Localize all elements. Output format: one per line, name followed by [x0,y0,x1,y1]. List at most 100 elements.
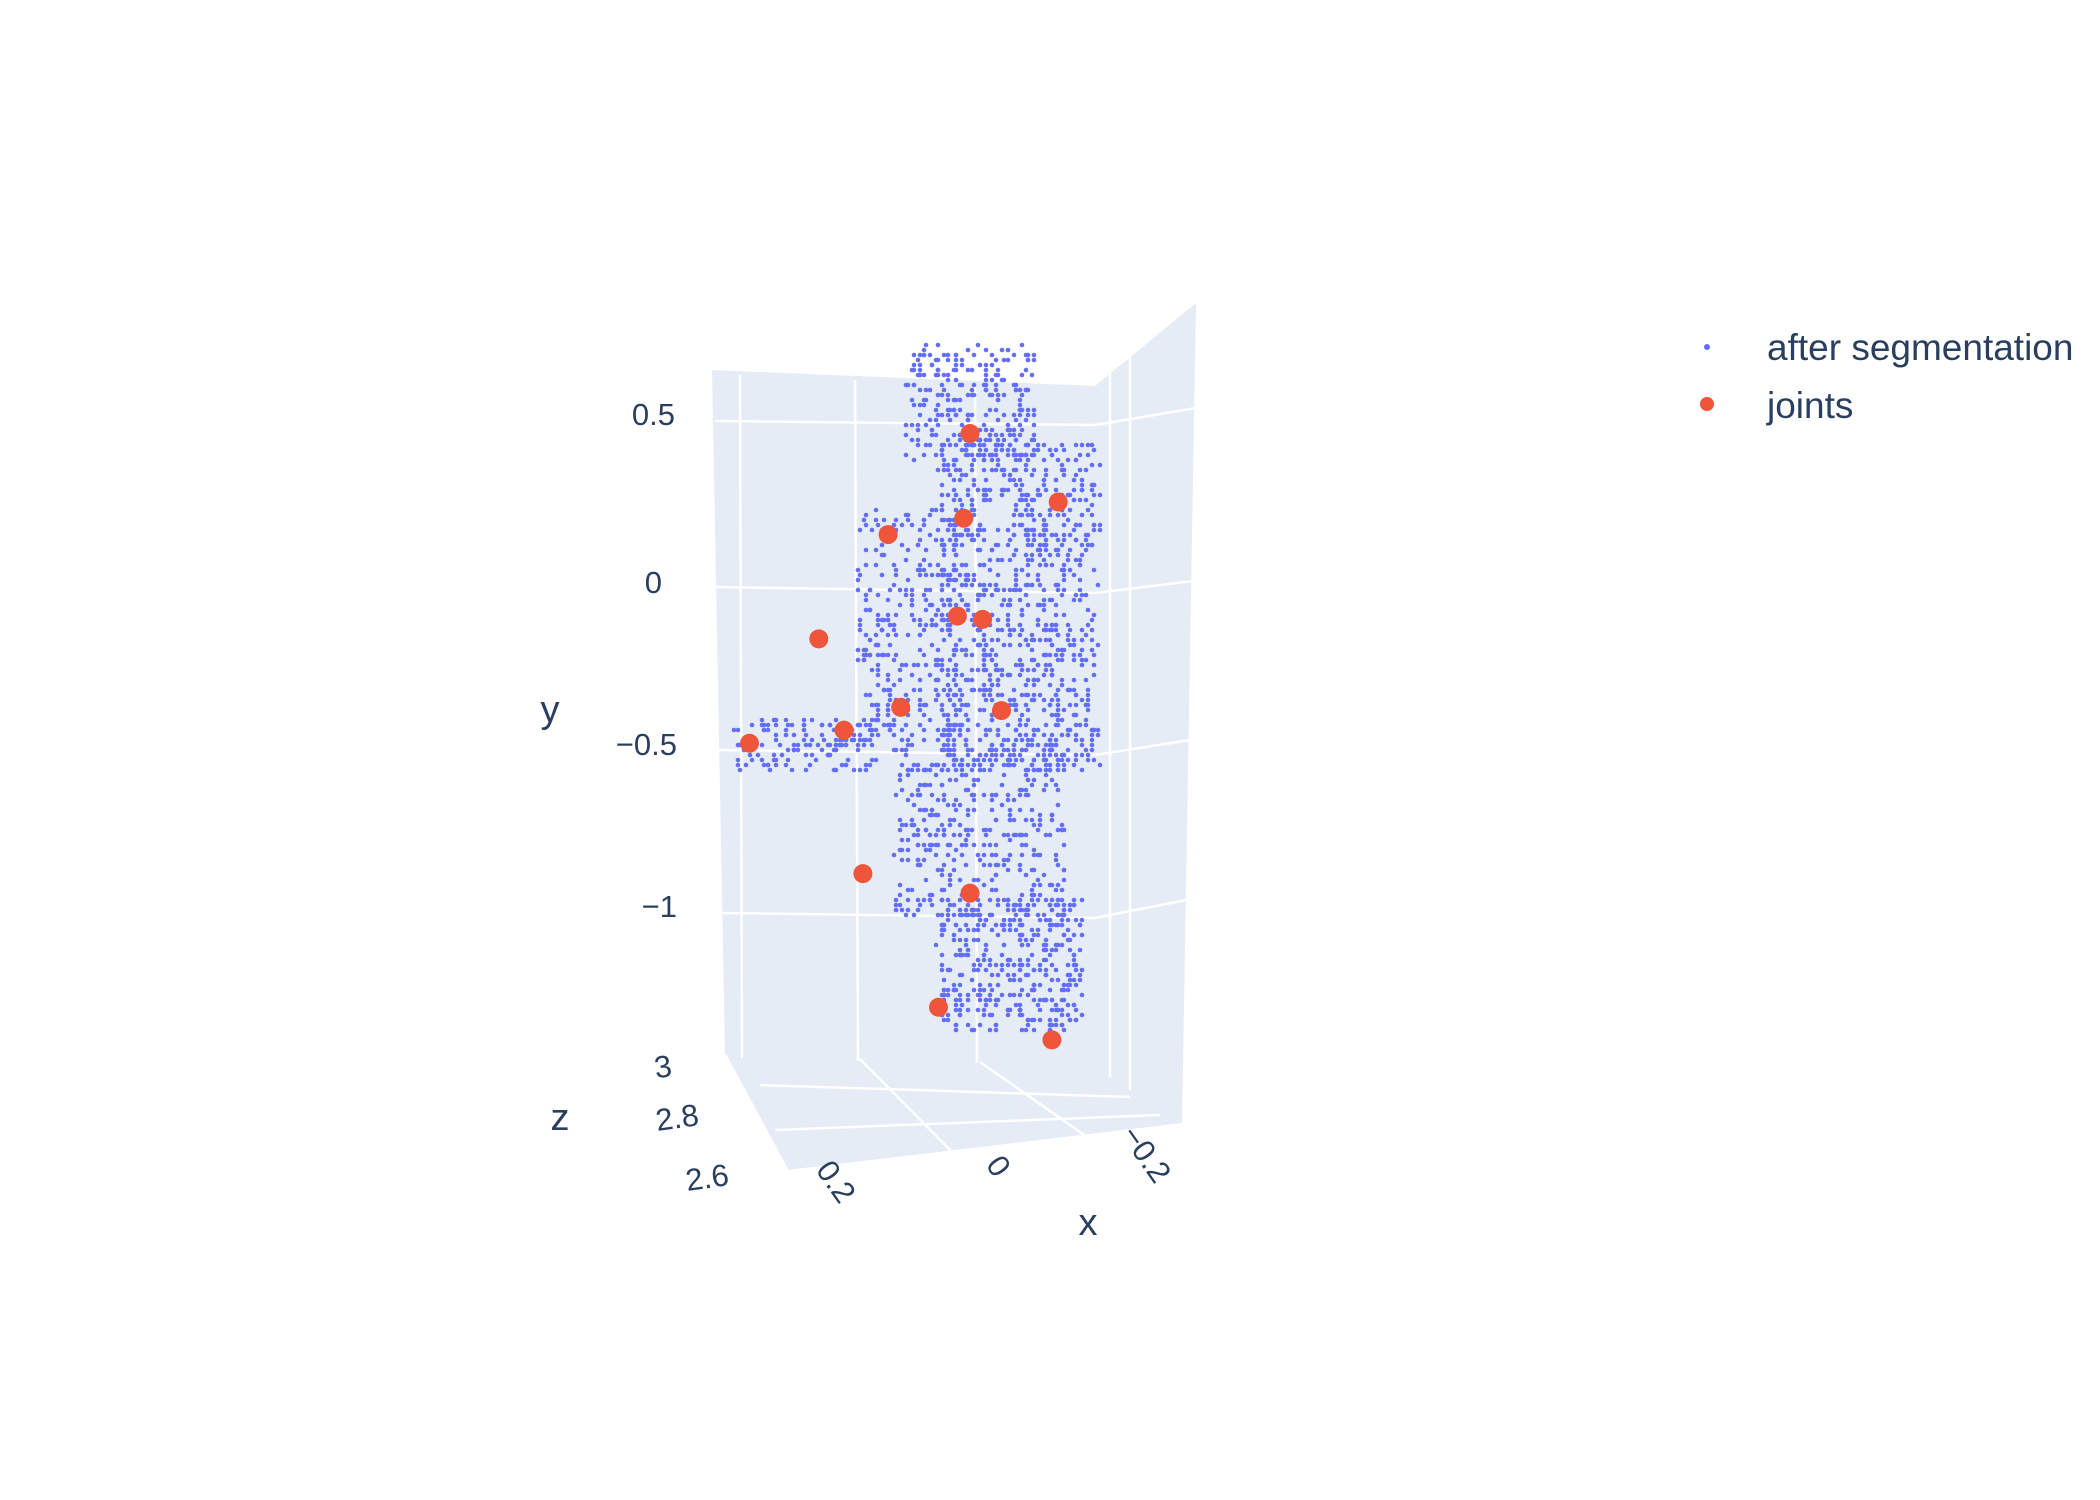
cloud-point [1053,622,1059,628]
cloud-point [1011,432,1017,438]
joint-point[interactable] [740,733,759,753]
cloud-point [953,847,959,853]
cloud-point [1037,637,1043,643]
cloud-point [951,562,957,568]
y-tick-label: 0.5 [632,397,675,432]
joint-point[interactable] [809,629,829,649]
cloud-point [987,747,993,753]
joint-point[interactable] [992,701,1011,721]
cloud-point [1007,432,1013,438]
cloud-point [935,762,941,768]
cloud-point [939,952,945,958]
cloud-point [891,622,897,628]
cloud-point [1041,557,1047,563]
legend[interactable]: after segmentation joints [1700,327,2073,426]
cloud-point [1065,987,1071,993]
legend-item-joints[interactable]: joints [1700,385,1853,426]
cloud-point [1043,767,1049,773]
cloud-point [903,587,909,593]
cloud-point [915,437,921,443]
cloud-point [1077,452,1083,458]
cloud-point [939,507,945,513]
cloud-point [935,357,941,363]
cloud-point [911,662,917,668]
cloud-point [1061,867,1067,873]
cloud-point [903,452,909,458]
joint-point[interactable] [954,508,974,528]
joint-point[interactable] [891,697,911,717]
cloud-point [947,872,953,878]
joint-point[interactable] [878,525,898,545]
cloud-point [951,742,957,748]
cloud-point [1059,1022,1065,1028]
cloud-point [1079,552,1085,558]
cloud-point [981,632,987,638]
x-tick-label: 0 [979,1149,1018,1183]
joint-point[interactable] [973,609,993,629]
cloud-point [953,1022,959,1028]
cloud-point [773,722,779,728]
cloud-point [1071,957,1077,963]
legend-item-after-segmentation[interactable]: after segmentation [1704,327,2073,368]
cloud-point [1025,942,1031,948]
joint-point[interactable] [960,883,980,903]
cloud-point [1029,807,1035,813]
cloud-point [959,722,965,728]
cloud-point [993,372,999,378]
cloud-point [935,392,941,398]
cloud-point [1025,412,1031,418]
cloud-point [945,852,951,858]
joint-point[interactable] [947,606,967,626]
cloud-point [1071,487,1077,493]
y-tick-label: 0 [645,565,662,600]
cloud-point [957,992,963,998]
cloud-point [965,572,971,578]
gridline [1094,579,1194,595]
cloud-point [773,732,779,738]
cloud-point [1019,987,1025,993]
cloud-point [935,692,941,698]
cloud-point [1091,612,1097,618]
cloud-point [1011,762,1017,768]
joint-point[interactable] [960,424,980,444]
cloud-point [1037,542,1043,548]
cloud-point [1067,907,1073,913]
cloud-point [747,752,753,758]
cloud-point [915,427,921,433]
joint-point[interactable] [834,720,854,740]
cloud-point [867,762,873,768]
cloud-point [1017,1007,1023,1013]
cloud-point [1049,697,1055,703]
cloud-point [977,447,983,453]
cloud-point [935,647,941,653]
cloud-point [855,647,861,653]
cloud-point [1017,422,1023,428]
cloud-point [963,737,969,743]
cloud-point [971,637,977,643]
cloud-point [981,862,987,868]
series-after-segmentation [731,342,1103,1033]
cloud-point [1055,882,1061,888]
cloud-point [939,732,945,738]
z-tick-label: 2.8 [653,1097,701,1138]
joint-point[interactable] [1048,492,1068,512]
cloud-point [1055,632,1061,638]
cloud-point [1095,732,1101,738]
cloud-point [1037,997,1043,1003]
cloud-point [999,962,1005,968]
cloud-point [1089,737,1095,743]
cloud-point [855,587,861,593]
joint-point[interactable] [1042,1030,1062,1050]
cloud-point [1025,717,1031,723]
joint-point[interactable] [929,997,948,1017]
cloud-point [1091,672,1097,678]
cloud-point [981,637,987,643]
cloud-point [1007,812,1013,818]
cloud-point [951,752,957,758]
cloud-point [999,992,1005,998]
joint-point[interactable] [853,864,873,884]
cloud-point [791,742,797,748]
cloud-point [893,907,899,913]
cloud-point [875,612,881,618]
